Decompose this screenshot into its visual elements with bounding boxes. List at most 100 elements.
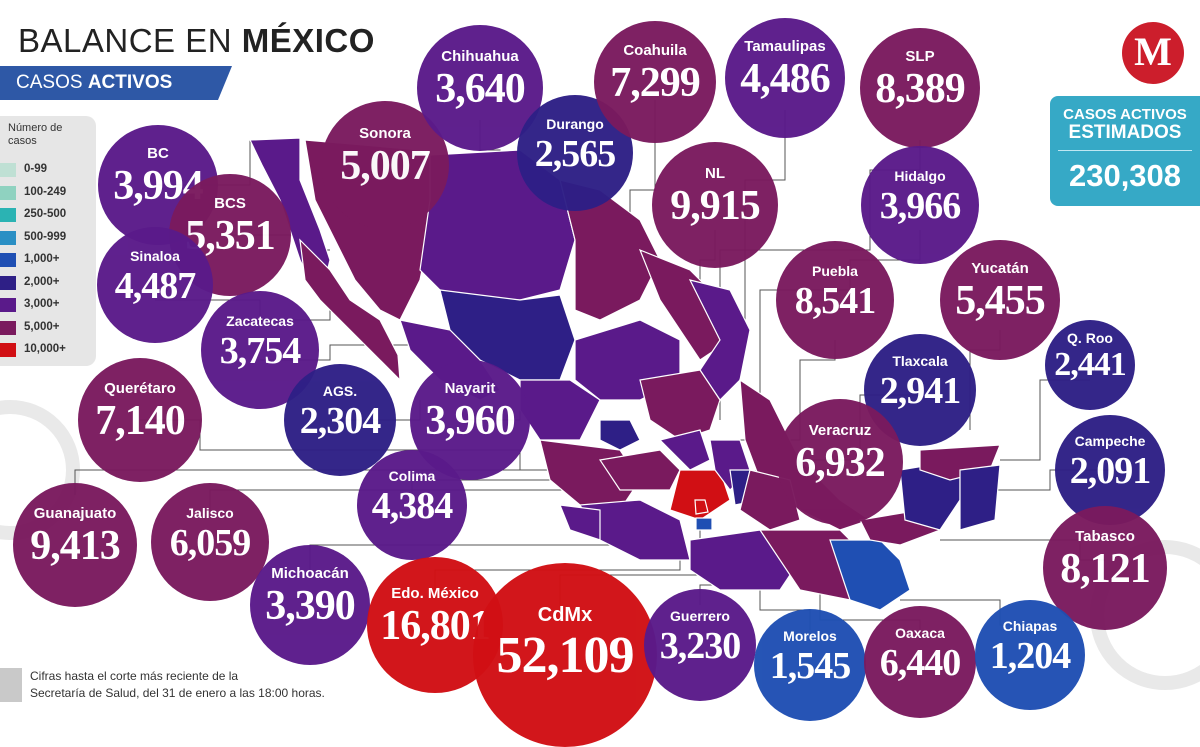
state-name: Chiapas	[1002, 618, 1058, 635]
state-value: 16,801	[380, 602, 491, 649]
state-name: Coahuila	[623, 41, 687, 59]
state-value: 4,384	[371, 485, 454, 528]
legend-item: 0-99	[0, 160, 96, 180]
state-value: 8,389	[875, 65, 966, 112]
state-value: 9,413	[30, 522, 121, 569]
legend-swatch	[0, 343, 16, 357]
state-bubble: Tabasco 8,121	[1043, 506, 1167, 630]
state-name: SLP	[905, 47, 935, 65]
footnote-line-1: Cifras hasta el corte más reciente de la	[30, 669, 239, 683]
title-bold: MÉXICO	[241, 22, 375, 59]
estimate-divider	[1058, 150, 1192, 151]
state-value: 3,640	[435, 65, 526, 112]
legend-label: 5,000+	[24, 320, 60, 333]
state-value: 2,565	[534, 133, 617, 176]
state-bubble: Sonora 5,007	[321, 101, 449, 229]
state-name: Sonora	[359, 124, 411, 142]
state-name: Tabasco	[1075, 527, 1135, 545]
legend-item: 250-500	[0, 205, 96, 225]
state-value: 4,486	[740, 55, 831, 102]
state-value: 7,140	[95, 397, 186, 444]
state-value: 1,204	[989, 635, 1072, 678]
state-bubble: SLP 8,389	[860, 28, 980, 148]
subtitle-light: CASOS	[16, 72, 83, 93]
state-name: Tlaxcala	[892, 353, 948, 370]
legend-title: Número de casos	[8, 122, 63, 147]
state-name: Q. Roo	[1067, 330, 1113, 347]
legend-item: 5,000+	[0, 318, 96, 338]
state-name: Morelos	[783, 628, 837, 645]
state-name: BC	[147, 144, 169, 162]
legend-label: 500-999	[24, 230, 67, 243]
legend-swatch	[0, 230, 16, 245]
state-bubble: Tamaulipas 4,486	[725, 18, 845, 138]
legend-label: 3,000+	[24, 298, 60, 310]
state-name: Querétaro	[104, 379, 176, 397]
legend-label: 1,000+	[24, 253, 60, 265]
state-name: Sinaloa	[130, 248, 180, 265]
legend-item: 500-999	[0, 228, 96, 248]
state-bubble: Michoacán 3,390	[250, 545, 370, 665]
state-name: Edo. México	[391, 584, 479, 602]
state-name: Nayarit	[444, 379, 496, 397]
legend-label: 250-500	[24, 208, 67, 220]
state-bubble: Morelos 1,545	[754, 609, 866, 721]
state-value: 3,754	[219, 330, 302, 373]
legend-label: 0-99	[24, 163, 48, 175]
state-value: 3,966	[879, 185, 962, 228]
state-bubble: Chiapas 1,204	[975, 600, 1085, 710]
legend-swatch	[0, 298, 16, 312]
state-name: Oaxaca	[895, 625, 945, 642]
state-name: Hidalgo	[894, 168, 946, 185]
estimate-value: 230,308	[1068, 158, 1182, 193]
state-value: 3,390	[265, 582, 356, 629]
state-bubble: Oaxaca 6,440	[864, 606, 976, 718]
legend-item: 1,000+	[0, 250, 96, 270]
page-title: BALANCE EN MÉXICO	[18, 22, 375, 60]
state-bubble: Sinaloa 4,487	[97, 227, 213, 343]
state-bubble: Coahuila 7,299	[594, 21, 716, 143]
state-value: 2,441	[1054, 346, 1127, 384]
state-name: Tamaulipas	[744, 37, 826, 55]
state-value: 4,487	[114, 265, 197, 308]
state-value: 8,121	[1060, 545, 1151, 592]
state-bubble: Hidalgo 3,966	[861, 146, 979, 264]
state-value: 3,230	[659, 625, 742, 668]
state-name: Jalisco	[186, 505, 234, 522]
state-name: Colima	[388, 468, 436, 485]
subtitle-bold: ACTIVOS	[87, 72, 173, 93]
state-name: Michoacán	[271, 564, 349, 582]
legend-label: 2,000+	[24, 275, 60, 288]
estimate-label-2: ESTIMADOS	[1068, 122, 1182, 143]
legend-swatch	[0, 208, 16, 222]
logo-letter: M	[1134, 29, 1172, 74]
state-value: 1,545	[769, 645, 852, 688]
state-value: 52,109	[496, 627, 635, 685]
state-value: 7,299	[610, 59, 701, 106]
legend-swatch	[0, 275, 16, 290]
state-name: Veracruz	[808, 421, 872, 439]
footnote-marker	[0, 668, 22, 702]
state-name: Guerrero	[670, 608, 730, 625]
state-value: 3,960	[425, 397, 516, 444]
state-bubble: Colima 4,384	[357, 450, 467, 560]
state-bubble: Yucatán 5,455	[940, 240, 1060, 360]
legend-item: 100-249	[0, 183, 96, 203]
state-value: 6,932	[795, 439, 886, 486]
legend-item: 2,000+	[0, 273, 96, 293]
legend: Número de casos 0-99 100-249 250-500 500-99…	[0, 116, 96, 366]
state-name: Guanajuato	[33, 504, 117, 522]
state-value: 2,304	[299, 400, 382, 443]
state-bubble: Puebla 8,541	[776, 241, 894, 359]
state-bubble: NL 9,915	[652, 142, 778, 268]
state-bubble: Veracruz 6,932	[777, 399, 903, 525]
state-value: 2,941	[879, 370, 962, 413]
state-name: CdMx	[537, 604, 593, 627]
footnote-text: Cifras hasta el corte más reciente de la…	[30, 668, 325, 702]
state-name: Puebla	[812, 263, 858, 280]
state-bubble: Chihuahua 3,640	[417, 25, 543, 151]
legend-item: 3,000+	[0, 295, 96, 315]
legend-item: 10,000+	[0, 340, 96, 360]
legend-label: 10,000+	[24, 343, 66, 355]
